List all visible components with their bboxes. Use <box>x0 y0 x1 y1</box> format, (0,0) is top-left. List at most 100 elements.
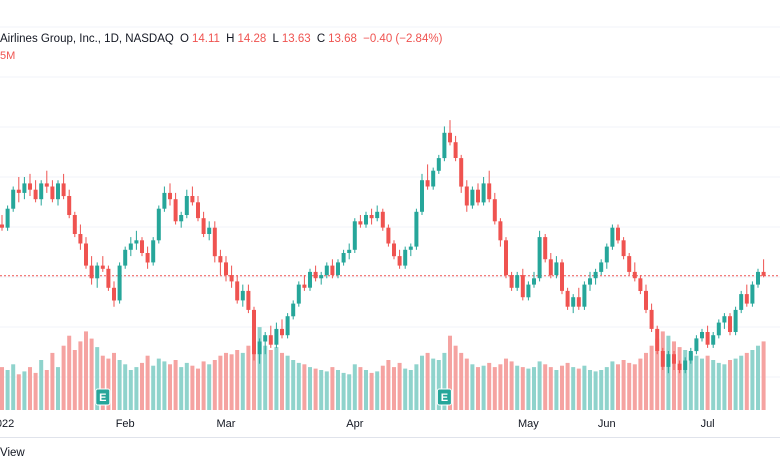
volume-bar <box>739 355 744 410</box>
volume-bar <box>750 350 755 410</box>
candle-body <box>140 240 144 253</box>
candle-body <box>436 158 441 171</box>
candle-body <box>291 303 296 317</box>
candle-body <box>28 183 32 190</box>
candle-body <box>324 265 329 276</box>
volume-bar <box>274 347 279 410</box>
volume-bar <box>201 361 206 410</box>
candle-body <box>705 332 710 345</box>
volume-bar <box>100 355 105 410</box>
volume-bar <box>285 355 290 410</box>
volume-bar <box>683 350 688 410</box>
earnings-marker[interactable]: E <box>436 388 452 406</box>
volume-bar <box>560 365 564 410</box>
volume-bars <box>0 327 766 410</box>
volume-bar <box>39 360 44 410</box>
candle-body <box>408 246 413 250</box>
candle-body <box>582 284 587 307</box>
candle-body <box>593 271 598 279</box>
candle-body <box>487 183 492 200</box>
volume-bar <box>50 352 55 410</box>
x-tick-label: Apr <box>346 418 363 430</box>
candle-body <box>201 218 206 234</box>
candle-body <box>576 297 581 307</box>
candle-body <box>117 265 122 301</box>
candle-body <box>123 249 128 266</box>
volume-bar <box>733 358 738 410</box>
earnings-letter: E <box>99 392 106 404</box>
candle-body <box>380 211 385 228</box>
earnings-badge <box>436 388 452 406</box>
close-value: 13.68 <box>328 33 357 45</box>
candle-body <box>520 275 525 298</box>
volume-bar <box>190 365 195 410</box>
candle-body <box>240 290 245 301</box>
volume-bar <box>442 352 447 410</box>
candle-body <box>235 281 240 301</box>
volume-bar <box>655 338 660 410</box>
candle-body <box>364 215 368 225</box>
candle-body <box>162 192 167 209</box>
candle-body <box>100 265 105 269</box>
candle-body <box>560 262 564 291</box>
volume-bar <box>420 355 424 410</box>
volume-bar <box>408 370 413 410</box>
volume-bar <box>224 352 228 410</box>
candle-body <box>56 183 60 200</box>
volume-bar <box>78 341 83 410</box>
candle-body <box>761 271 766 276</box>
candle-body <box>168 192 172 200</box>
candle-body <box>638 278 643 291</box>
view-link[interactable]: View <box>0 447 25 459</box>
volume-bar <box>728 360 732 410</box>
volume-bar <box>84 331 88 410</box>
volume-bar <box>229 354 234 410</box>
volume-bar <box>761 341 766 410</box>
candle-body <box>700 332 704 339</box>
volume-bar <box>498 364 503 410</box>
candle-body <box>218 256 223 263</box>
candle-body <box>145 253 150 263</box>
volume-bar <box>347 374 352 410</box>
volume-bar <box>610 361 615 410</box>
volume-bar <box>240 352 245 410</box>
volume-bar <box>599 370 604 410</box>
candle-body <box>548 259 553 276</box>
volume-bar <box>509 361 514 410</box>
volume-bar <box>526 368 531 410</box>
volume-bar <box>576 368 581 410</box>
candle-body <box>347 249 352 253</box>
candle-body <box>352 221 357 250</box>
volume-bar <box>252 331 256 410</box>
volume-bar <box>375 371 380 410</box>
symbol-title: Airlines Group, Inc., 1D, NASDAQ <box>0 33 174 45</box>
x-tick-label: Mar <box>217 418 236 430</box>
volume-bar <box>128 370 133 410</box>
volume-bar <box>302 364 307 410</box>
candle-body <box>431 170 436 187</box>
volume-bar <box>179 367 184 410</box>
candle-body <box>649 309 654 329</box>
candle-body <box>5 208 10 228</box>
volume-bar <box>481 365 486 410</box>
bottom-toolbar: View <box>0 437 780 471</box>
volume-bar <box>711 360 716 410</box>
candle-body <box>537 237 542 279</box>
candle-body <box>403 249 408 266</box>
low-value: 13.63 <box>281 33 311 45</box>
volume-bar <box>470 364 475 410</box>
chart-grid <box>0 26 780 378</box>
candle-body <box>386 227 391 244</box>
volume-bar <box>61 345 66 410</box>
volume-bar <box>112 352 116 410</box>
earnings-marker[interactable]: E <box>95 388 111 406</box>
candle-body <box>319 275 324 279</box>
volume-bar <box>649 345 654 410</box>
volume-bar <box>235 350 240 410</box>
volume-bar <box>246 345 251 410</box>
volume-bar <box>431 358 436 410</box>
candle-body <box>464 186 469 206</box>
candle-body <box>285 316 290 336</box>
